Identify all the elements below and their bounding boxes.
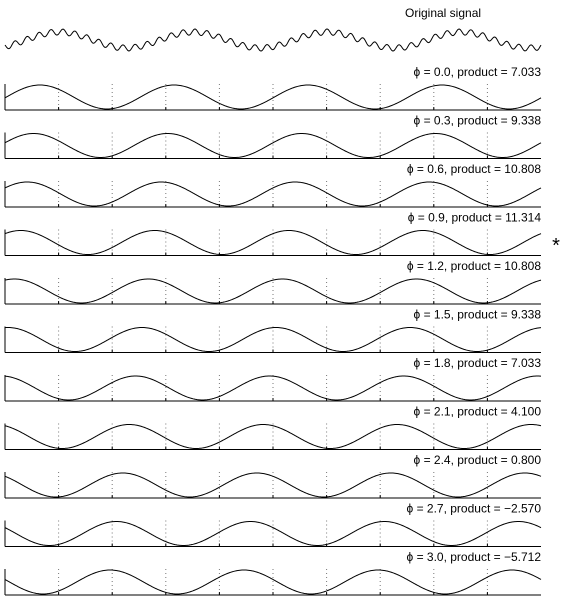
signal-title: Original signal — [405, 6, 481, 20]
panel-label: ϕ = 2.1, product = 4.100 — [414, 405, 542, 419]
panel-label: ϕ = 0.9, product = 11.314 — [408, 211, 542, 225]
reference-wave — [4, 326, 542, 353]
best-marker: * — [552, 235, 560, 257]
reference-wave — [4, 521, 542, 546]
reference-wave — [4, 278, 542, 304]
reference-wave — [4, 472, 542, 498]
original-signal — [4, 28, 542, 52]
reference-wave — [4, 181, 542, 207]
panel-label: ϕ = 0.3, product = 9.338 — [414, 114, 542, 128]
panel-label: ϕ = 2.4, product = 0.800 — [414, 453, 542, 467]
reference-wave — [4, 423, 542, 450]
reference-wave — [4, 569, 542, 595]
panel-label: ϕ = 2.7, product = −2.570 — [407, 502, 542, 516]
panel-label: ϕ = 1.5, product = 9.338 — [414, 308, 542, 322]
panel-label: ϕ = 1.8, product = 7.033 — [414, 356, 542, 370]
panel-label: ϕ = 1.2, product = 10.808 — [407, 259, 541, 273]
reference-wave — [4, 375, 542, 401]
panel-label: ϕ = 0.6, product = 10.808 — [407, 162, 541, 176]
reference-wave — [4, 229, 542, 256]
reference-wave — [4, 84, 542, 110]
panel-label: ϕ = 0.0, product = 7.033 — [414, 65, 542, 79]
reference-wave — [4, 133, 542, 158]
panel-label: ϕ = 3.0, product = −5.712 — [407, 550, 542, 564]
